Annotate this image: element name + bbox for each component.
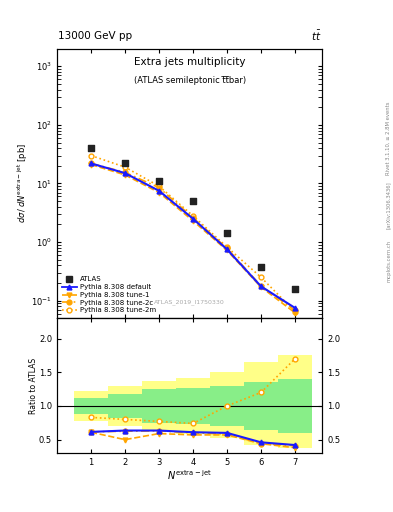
- Text: (ATLAS semileptonic t̅t̅bar): (ATLAS semileptonic t̅t̅bar): [134, 76, 246, 84]
- Point: [156, 177, 162, 185]
- Point: [292, 285, 298, 293]
- Text: ATLAS_2019_I1750330: ATLAS_2019_I1750330: [154, 299, 225, 305]
- Text: [arXiv:1306.3436]: [arXiv:1306.3436]: [386, 181, 391, 229]
- Point: [224, 229, 230, 238]
- Legend: ATLAS, Pythia 8.308 default, Pythia 8.308 tune-1, Pythia 8.308 tune-2c, Pythia 8: ATLAS, Pythia 8.308 default, Pythia 8.30…: [61, 275, 158, 315]
- Text: Extra jets multiplicity: Extra jets multiplicity: [134, 57, 245, 67]
- Text: $t\bar{t}$: $t\bar{t}$: [311, 29, 321, 43]
- Point: [88, 144, 94, 152]
- Point: [258, 263, 264, 271]
- Text: Rivet 3.1.10, ≥ 2.8M events: Rivet 3.1.10, ≥ 2.8M events: [386, 101, 391, 175]
- Point: [122, 159, 128, 167]
- Text: 13000 GeV pp: 13000 GeV pp: [58, 31, 132, 41]
- X-axis label: $N^{\mathrm{extra-jet}}$: $N^{\mathrm{extra-jet}}$: [167, 468, 212, 482]
- Y-axis label: Ratio to ATLAS: Ratio to ATLAS: [29, 358, 38, 414]
- Text: mcplots.cern.ch: mcplots.cern.ch: [386, 240, 391, 282]
- Point: [190, 197, 196, 205]
- Y-axis label: $d\sigma\,/\,dN^{\mathrm{extra-jet}}$ [pb]: $d\sigma\,/\,dN^{\mathrm{extra-jet}}$ [p…: [16, 143, 30, 223]
